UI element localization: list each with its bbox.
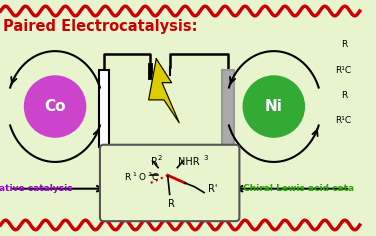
Bar (222, 70, 233, 147)
Text: 2: 2 (158, 155, 162, 161)
Text: R¹C: R¹C (335, 116, 351, 125)
Text: 1: 1 (132, 172, 136, 177)
Circle shape (24, 76, 86, 137)
Text: Chiral Lewis acid cata: Chiral Lewis acid cata (243, 184, 354, 193)
Text: Paired Electrocatalysis:: Paired Electrocatalysis: (3, 19, 197, 34)
Bar (99, 70, 109, 147)
Text: R: R (168, 199, 175, 209)
Text: R: R (151, 157, 158, 167)
Text: Co: Co (44, 99, 66, 114)
Text: ative catalysis: ative catalysis (0, 184, 72, 193)
Text: R¹C: R¹C (335, 66, 351, 75)
Text: O: O (138, 173, 146, 182)
Circle shape (243, 76, 304, 137)
Text: C: C (151, 173, 158, 182)
Text: R: R (124, 173, 131, 182)
Text: 2: 2 (148, 172, 152, 177)
Text: R': R' (208, 184, 217, 194)
Text: Ni: Ni (265, 99, 283, 114)
Text: 3: 3 (204, 155, 208, 161)
Polygon shape (149, 59, 179, 123)
Text: R: R (341, 40, 347, 49)
Text: R: R (341, 91, 347, 100)
FancyBboxPatch shape (100, 145, 240, 221)
Text: NHR: NHR (178, 157, 200, 167)
